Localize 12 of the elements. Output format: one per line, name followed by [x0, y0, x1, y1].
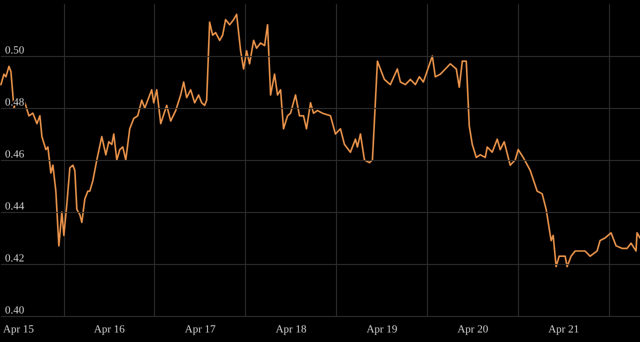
y-tick-label: 0.44: [4, 200, 25, 212]
x-tick-label: Apr 15: [3, 324, 34, 336]
x-tick-label: Apr 16: [94, 324, 126, 336]
x-tick-label: Apr 18: [276, 324, 307, 336]
x-tick-label: Apr 19: [366, 324, 398, 336]
x-tick-label: Apr 20: [457, 324, 489, 336]
x-tick-label: Apr 17: [184, 324, 216, 336]
y-tick-label: 0.50: [4, 44, 25, 56]
x-tick-label: Apr 21: [548, 324, 580, 336]
y-tick-label: 0.40: [4, 304, 25, 316]
y-tick-label: 0.46: [4, 148, 25, 160]
y-tick-label: 0.42: [4, 252, 24, 264]
